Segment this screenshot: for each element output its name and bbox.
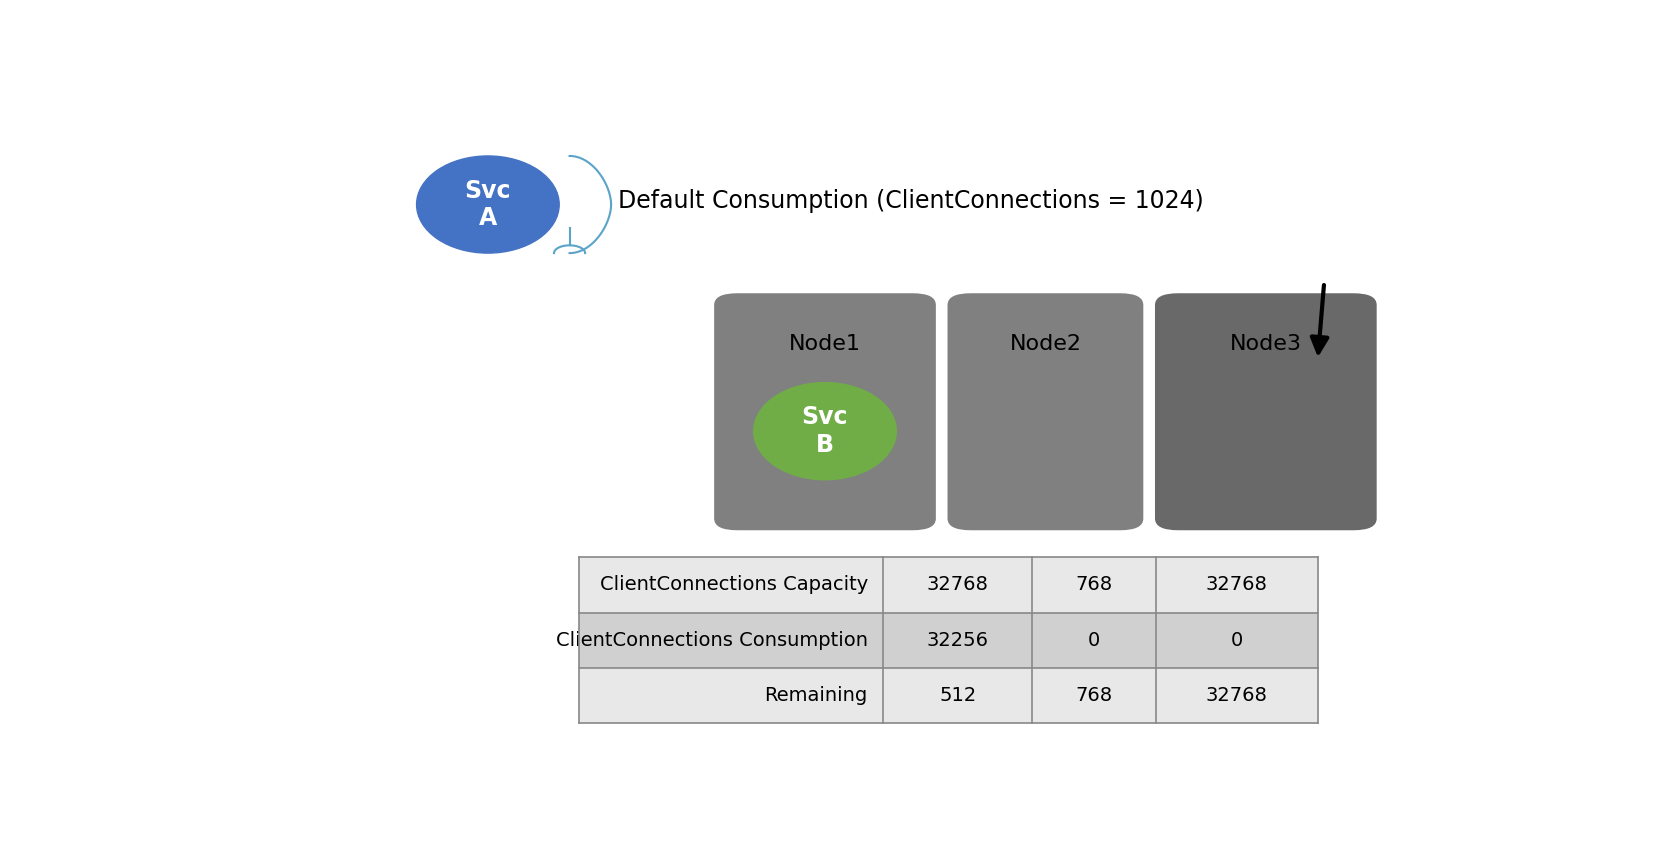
Text: ClientConnections Capacity: ClientConnections Capacity	[599, 575, 868, 595]
Text: 768: 768	[1076, 575, 1113, 595]
Text: 32256: 32256	[927, 631, 989, 649]
Text: ClientConnections Consumption: ClientConnections Consumption	[555, 631, 868, 649]
Bar	[579, 558, 1318, 612]
FancyBboxPatch shape	[1154, 294, 1377, 531]
Bar	[579, 612, 1318, 668]
Text: 0: 0	[1087, 631, 1101, 649]
FancyBboxPatch shape	[714, 294, 935, 531]
Text: Svc
A: Svc A	[465, 178, 512, 230]
Text: 512: 512	[939, 685, 977, 705]
Ellipse shape	[417, 156, 559, 253]
Text: 32768: 32768	[1206, 685, 1268, 705]
Text: Node1: Node1	[790, 334, 862, 354]
Text: Node3: Node3	[1230, 334, 1302, 354]
Text: Node2: Node2	[1009, 334, 1081, 354]
Text: 32768: 32768	[1206, 575, 1268, 595]
Text: 0: 0	[1231, 631, 1243, 649]
Text: Remaining: Remaining	[765, 685, 868, 705]
Bar	[579, 668, 1318, 722]
Ellipse shape	[753, 383, 897, 479]
FancyBboxPatch shape	[947, 294, 1143, 531]
Text: 32768: 32768	[927, 575, 989, 595]
Text: 768: 768	[1076, 685, 1113, 705]
Text: Svc
B: Svc B	[801, 405, 848, 457]
Text: Default Consumption (ClientConnections = 1024): Default Consumption (ClientConnections =…	[617, 189, 1203, 214]
